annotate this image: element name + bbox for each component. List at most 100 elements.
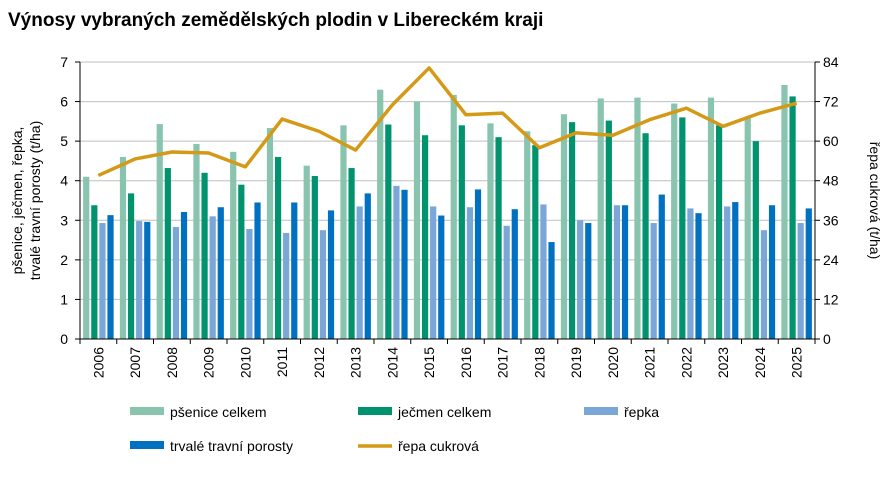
bar-ječmen-celkem — [385, 124, 392, 339]
x-tick-label: 2013 — [348, 347, 364, 378]
bar-pšenice-celkem — [230, 151, 237, 339]
bar-trvalé-travní-porosty — [180, 211, 188, 339]
y2-tick-label: 12 — [823, 291, 839, 307]
bar-trvalé-travní-porosty — [144, 221, 151, 339]
x-tick-label: 2022 — [678, 347, 694, 378]
bar-ječmen-celkem — [605, 120, 612, 340]
chart-title: Výnosy vybraných zemědělských plodin v L… — [8, 10, 544, 31]
bar-ječmen-celkem — [311, 175, 318, 339]
x-tick-label: 2012 — [311, 347, 327, 378]
bar-pšenice-celkem — [707, 97, 715, 339]
legend-swatch — [130, 441, 164, 449]
bar-pšenice-celkem — [560, 114, 568, 339]
bar-řepka — [613, 205, 621, 339]
bar-pšenice-celkem — [781, 84, 788, 339]
bar-trvalé-travní-porosty — [291, 202, 298, 339]
bar-pšenice-celkem — [340, 125, 347, 339]
y2-axis-label: řepa cukrová (t/ha) — [867, 142, 883, 260]
bar-ječmen-celkem — [238, 184, 245, 339]
x-tick-label: 2024 — [752, 347, 768, 378]
y-tick-label: 3 — [60, 212, 68, 228]
bar-trvalé-travní-porosty — [438, 215, 445, 339]
bar-pšenice-celkem — [671, 103, 678, 339]
bar-ječmen-celkem — [421, 135, 429, 339]
bar-pšenice-celkem — [193, 143, 200, 339]
bar-řepka — [246, 228, 253, 339]
bar-řepka — [430, 206, 437, 339]
bar-ječmen-celkem — [752, 141, 759, 339]
bar-pšenice-celkem — [156, 124, 163, 340]
x-tick-label: 2006 — [90, 347, 106, 378]
bar-ječmen-celkem — [642, 133, 649, 339]
bar-pšenice-celkem — [487, 123, 494, 339]
y-tick-label: 1 — [60, 291, 68, 307]
y2-tick-label: 48 — [823, 173, 839, 189]
bar-ječmen-celkem — [201, 172, 208, 339]
y2-tick-label: 72 — [823, 94, 839, 110]
bar-ječmen-celkem — [568, 122, 576, 339]
bar-ječmen-celkem — [274, 156, 282, 339]
bar-řepka — [577, 220, 584, 339]
bar-trvalé-travní-porosty — [401, 189, 408, 339]
bar-trvalé-travní-porosty — [548, 242, 555, 339]
bar-ječmen-celkem — [679, 117, 686, 340]
bar-ječmen-celkem — [127, 193, 135, 339]
bar-řepka — [760, 230, 768, 339]
bar-ječmen-celkem — [164, 168, 171, 339]
x-tick-label: 2021 — [642, 347, 658, 378]
x-tick-label: 2010 — [237, 347, 253, 378]
y-tick-label: 2 — [60, 252, 68, 268]
bar-pšenice-celkem — [303, 165, 310, 339]
y-axis-label: pšenice, ječmen, řepka, — [9, 127, 25, 275]
legend-label: pšenice celkem — [170, 404, 267, 420]
bar-ječmen-celkem — [532, 145, 539, 339]
legend-label: řepka — [624, 404, 659, 420]
y-tick-label: 5 — [60, 133, 68, 149]
bar-trvalé-travní-porosty — [474, 189, 482, 339]
bar-ječmen-celkem — [715, 125, 723, 339]
bar-trvalé-travní-porosty — [254, 202, 261, 339]
bar-pšenice-celkem — [119, 156, 127, 339]
bar-řepka — [540, 204, 547, 339]
bar-trvalé-travní-porosty — [511, 209, 518, 339]
legend-swatch — [130, 407, 164, 415]
bar-řepka — [356, 206, 363, 339]
bar-pšenice-celkem — [524, 131, 531, 339]
bar-pšenice-celkem — [597, 98, 604, 339]
bar-řepka — [650, 223, 657, 339]
y-tick-label: 4 — [60, 173, 68, 189]
x-tick-label: 2020 — [605, 347, 621, 378]
y2-tick-label: 36 — [823, 212, 839, 228]
x-tick-label: 2018 — [531, 347, 547, 378]
bar-pšenice-celkem — [83, 176, 90, 339]
x-tick-label: 2025 — [789, 347, 805, 378]
bar-řepka — [172, 227, 180, 339]
y2-tick-label: 24 — [823, 252, 839, 268]
y2-tick-label: 0 — [823, 331, 831, 347]
bar-ječmen-celkem — [348, 168, 355, 339]
x-tick-label: 2011 — [274, 347, 290, 377]
bar-trvalé-travní-porosty — [805, 208, 812, 339]
bar-trvalé-travní-porosty — [695, 213, 702, 339]
bar-řepka — [687, 208, 694, 339]
bar-pšenice-celkem — [634, 97, 641, 339]
legend-label: trvalé travní porosty — [170, 438, 293, 454]
bar-trvalé-travní-porosty — [732, 202, 739, 339]
y-tick-label: 7 — [60, 54, 68, 70]
bar-trvalé-travní-porosty — [658, 194, 665, 339]
bar-trvalé-travní-porosty — [217, 207, 224, 339]
bar-ječmen-celkem — [789, 96, 796, 339]
bar-řepka — [319, 230, 327, 339]
bar-řepka — [136, 221, 143, 339]
bar-řepka — [393, 185, 400, 339]
y2-tick-label: 84 — [823, 54, 839, 70]
x-tick-label: 2019 — [568, 347, 584, 378]
line-repa-cukrova — [97, 66, 798, 178]
x-tick-label: 2008 — [164, 347, 180, 378]
bar-trvalé-travní-porosty — [768, 205, 776, 339]
legend-label: řepa cukrová — [398, 438, 479, 454]
bar-trvalé-travní-porosty — [327, 210, 335, 339]
bar-ječmen-celkem — [495, 137, 502, 339]
